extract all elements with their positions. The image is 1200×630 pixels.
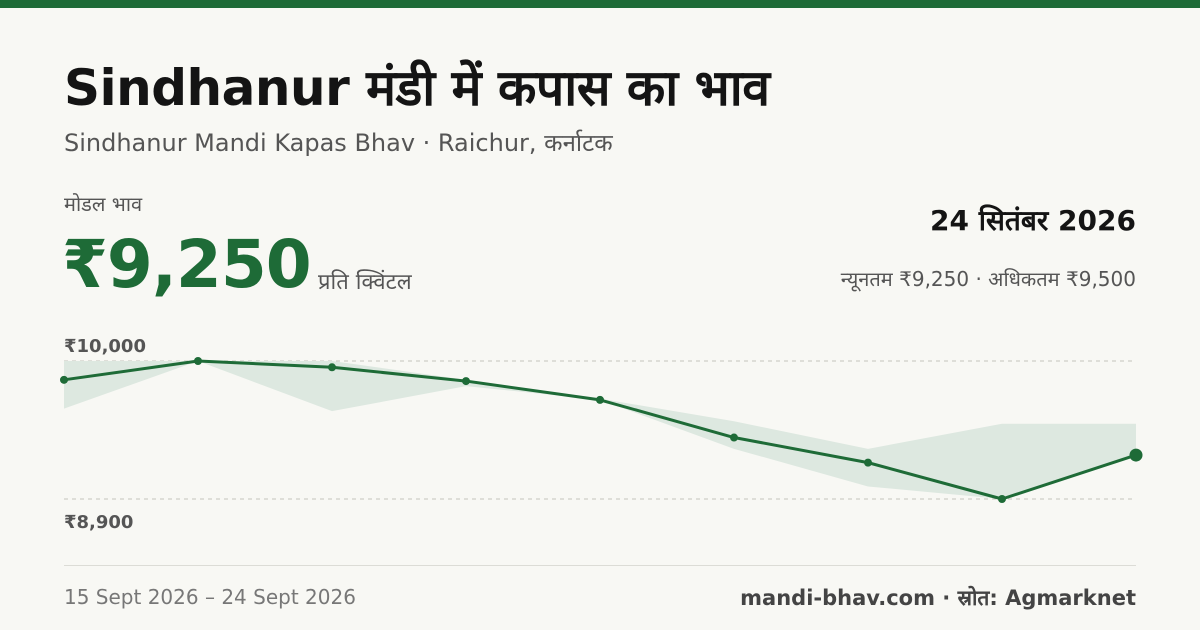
footer-divider (64, 565, 1136, 566)
min-max-band (64, 361, 1136, 499)
data-point (596, 395, 604, 404)
modal-price-label: मोडल भाव (64, 192, 143, 216)
data-point (194, 357, 202, 365)
data-point (730, 433, 738, 442)
modal-price-value: ₹9,250 (62, 226, 312, 303)
min-max-price: न्यूनतम ₹9,250 · अधिकतम ₹9,500 (840, 267, 1136, 291)
page-subtitle: Sindhanur Mandi Kapas Bhav · Raichur, कर… (64, 129, 613, 157)
data-point (60, 375, 68, 384)
data-point (462, 377, 470, 386)
price-line-chart: ₹10,000 ₹8,900 (60, 336, 1143, 533)
source-credit: mandi-bhav.com · स्रोत: Agmarknet (740, 586, 1136, 610)
price-date: 24 सितंबर 2026 (930, 204, 1136, 237)
latest-data-point (1129, 448, 1143, 462)
y-tick-label: ₹8,900 (64, 512, 133, 533)
data-point (864, 458, 872, 467)
top-accent-bar (0, 0, 1200, 8)
data-point (998, 495, 1006, 503)
date-range: 15 Sept 2026 – 24 Sept 2026 (64, 585, 356, 609)
y-tick-label: ₹10,000 (64, 336, 146, 357)
price-unit: प्रति क्विंटल (318, 270, 412, 295)
data-point (328, 363, 336, 372)
page-title: Sindhanur मंडी में कपास का भाव (64, 59, 770, 117)
